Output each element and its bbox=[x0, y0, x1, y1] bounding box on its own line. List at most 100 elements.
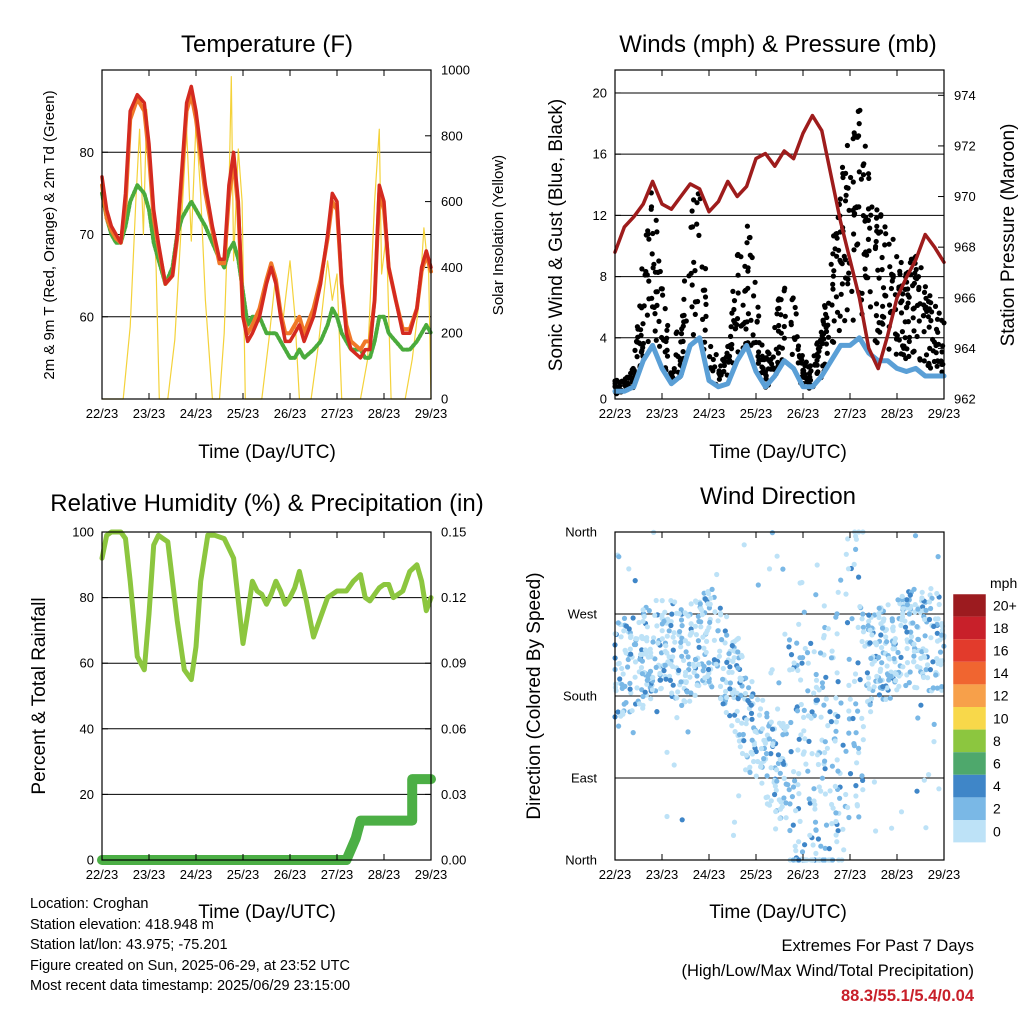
gust-point bbox=[834, 235, 840, 241]
direction-point bbox=[910, 620, 916, 626]
direction-point bbox=[654, 709, 660, 715]
direction-point bbox=[727, 680, 734, 686]
gust-point bbox=[873, 215, 880, 221]
colorbar-label: 14 bbox=[993, 665, 1009, 681]
gust-point bbox=[759, 342, 765, 348]
gust-point bbox=[761, 357, 767, 363]
direction-point bbox=[615, 620, 621, 626]
direction-point bbox=[720, 676, 726, 682]
gust-point bbox=[843, 192, 849, 198]
direction-point bbox=[748, 749, 754, 756]
direction-point bbox=[630, 730, 636, 736]
direction-point bbox=[715, 628, 721, 634]
direction-point bbox=[796, 771, 802, 777]
direction-point bbox=[719, 637, 725, 643]
direction-point bbox=[718, 696, 724, 702]
direction-point bbox=[833, 810, 839, 816]
direction-point bbox=[696, 644, 702, 650]
direction-point bbox=[868, 709, 874, 715]
direction-point bbox=[931, 623, 937, 630]
extremes-box: Extremes For Past 7 Days (High/Low/Max W… bbox=[681, 934, 974, 1009]
gust-point bbox=[692, 268, 698, 274]
colorbar-swatch bbox=[953, 594, 986, 617]
direction-point bbox=[706, 679, 712, 685]
gust-point bbox=[902, 335, 908, 341]
direction-point bbox=[823, 674, 829, 680]
gust-point bbox=[830, 286, 836, 292]
gust-point bbox=[654, 229, 660, 235]
direction-point bbox=[652, 612, 658, 618]
gust-point bbox=[735, 290, 741, 296]
direction-point bbox=[939, 687, 945, 693]
direction-point bbox=[911, 586, 917, 592]
direction-point bbox=[800, 655, 806, 661]
colorbar-label: 16 bbox=[993, 643, 1009, 659]
colorbar-swatch bbox=[953, 774, 986, 798]
gust-point bbox=[821, 331, 827, 337]
direction-point bbox=[770, 726, 776, 732]
direction-point bbox=[777, 757, 783, 763]
gust-point bbox=[778, 312, 784, 318]
direction-point bbox=[873, 642, 880, 648]
dir-ytick-label: North bbox=[565, 853, 597, 868]
gust-point bbox=[792, 304, 798, 311]
direction-point bbox=[814, 752, 821, 758]
gust-point bbox=[921, 289, 928, 295]
direction-point bbox=[679, 623, 685, 629]
dir-ytick-label: West bbox=[568, 607, 598, 622]
gust-point bbox=[755, 360, 762, 366]
direction-point bbox=[766, 802, 773, 808]
direction-point bbox=[780, 732, 786, 738]
direction-point bbox=[798, 677, 804, 683]
direction-point bbox=[736, 793, 742, 799]
direction-point bbox=[764, 773, 770, 779]
gust-point bbox=[748, 317, 754, 323]
direction-point bbox=[632, 659, 639, 665]
direction-point bbox=[773, 826, 779, 832]
direction-point bbox=[678, 644, 684, 650]
gust-point bbox=[893, 336, 900, 342]
gust-point bbox=[880, 285, 887, 291]
gust-point bbox=[850, 179, 856, 185]
direction-point bbox=[724, 614, 730, 620]
gust-point bbox=[673, 330, 679, 336]
direction-point bbox=[890, 646, 896, 652]
humidity-ylabel: Percent & Total Rainfall bbox=[29, 597, 50, 794]
gust-point bbox=[755, 304, 761, 310]
gust-point bbox=[778, 330, 784, 336]
dir-xtick-label: 24/23 bbox=[693, 867, 726, 882]
direction-point bbox=[931, 739, 937, 745]
direction-point bbox=[705, 666, 712, 673]
direction-point bbox=[927, 667, 934, 673]
direction-xlabel: Time (Day/UTC) bbox=[709, 902, 847, 923]
direction-point bbox=[782, 631, 788, 637]
direction-point bbox=[827, 709, 833, 715]
gust-point bbox=[807, 377, 814, 383]
direction-point bbox=[748, 710, 755, 717]
gust-point bbox=[762, 371, 768, 377]
direction-point bbox=[813, 697, 819, 703]
gust-point bbox=[898, 310, 905, 316]
direction-point bbox=[908, 629, 914, 635]
gust-point bbox=[923, 295, 929, 301]
direction-point bbox=[797, 818, 803, 825]
rh-xtick-label: 28/23 bbox=[368, 867, 401, 882]
gust-point bbox=[768, 356, 774, 363]
gust-point bbox=[874, 207, 880, 213]
gust-point bbox=[655, 269, 661, 275]
gust-point bbox=[844, 307, 850, 313]
direction-point bbox=[636, 701, 643, 707]
gust-point bbox=[703, 301, 709, 307]
direction-point bbox=[895, 597, 901, 603]
direction-point bbox=[930, 685, 936, 691]
direction-point bbox=[781, 795, 787, 801]
gust-point bbox=[756, 349, 762, 355]
gust-point bbox=[846, 270, 852, 276]
direction-point bbox=[912, 602, 918, 608]
direction-point bbox=[787, 801, 793, 807]
direction-point bbox=[934, 590, 940, 597]
direction-point bbox=[843, 551, 849, 557]
gust-point bbox=[861, 161, 867, 167]
direction-point bbox=[843, 591, 849, 597]
